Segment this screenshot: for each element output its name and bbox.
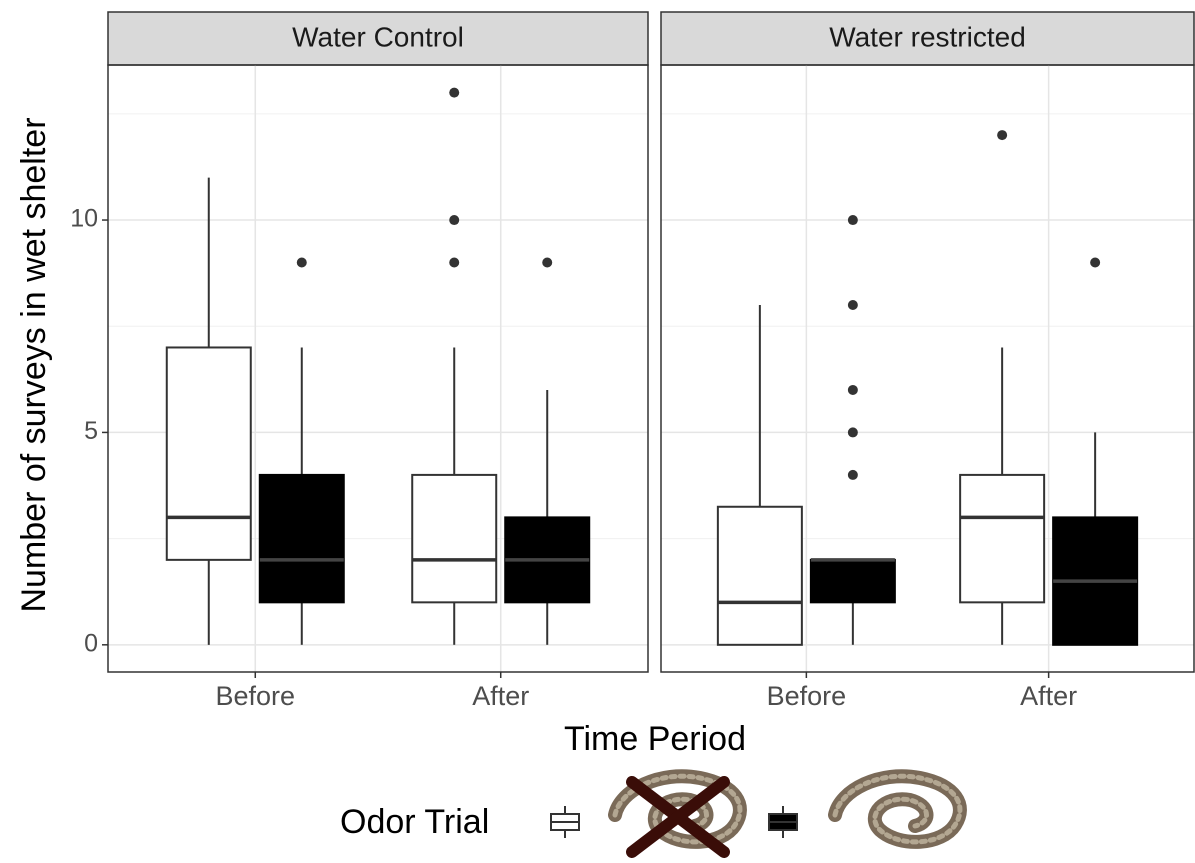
- outlier: [449, 88, 459, 98]
- box: [167, 347, 251, 559]
- x-tick-label: After: [472, 681, 529, 711]
- legend-image-snake-crossed: [615, 776, 740, 852]
- box: [811, 560, 895, 602]
- y-axis-title: Number of surveys in wet shelter: [15, 117, 53, 612]
- legend-image-snake: [835, 776, 960, 842]
- x-tick-label: Before: [767, 681, 847, 711]
- box: [960, 475, 1044, 602]
- x-tick-label: After: [1020, 681, 1077, 711]
- outlier: [848, 470, 858, 480]
- outlier: [1090, 258, 1100, 268]
- y-tick-label: 5: [84, 417, 98, 445]
- outlier: [297, 258, 307, 268]
- outlier: [848, 385, 858, 395]
- outlier: [848, 215, 858, 225]
- strip-title: Water restricted: [829, 21, 1026, 52]
- strip-title: Water Control: [292, 21, 464, 52]
- box: [412, 475, 496, 602]
- y-tick-label: 10: [70, 205, 98, 233]
- box: [718, 507, 802, 645]
- outlier: [449, 215, 459, 225]
- box: [260, 475, 344, 602]
- outlier: [997, 130, 1007, 140]
- chart: Number of surveys in wet shelter Time Pe…: [0, 0, 1195, 863]
- outlier: [449, 258, 459, 268]
- x-tick-label: Before: [215, 681, 295, 711]
- y-tick-label: 0: [84, 629, 98, 657]
- outlier: [848, 427, 858, 437]
- x-axis-title: Time Period: [564, 720, 746, 758]
- outlier: [542, 258, 552, 268]
- outlier: [848, 300, 858, 310]
- legend-title: Odor Trial: [340, 803, 489, 841]
